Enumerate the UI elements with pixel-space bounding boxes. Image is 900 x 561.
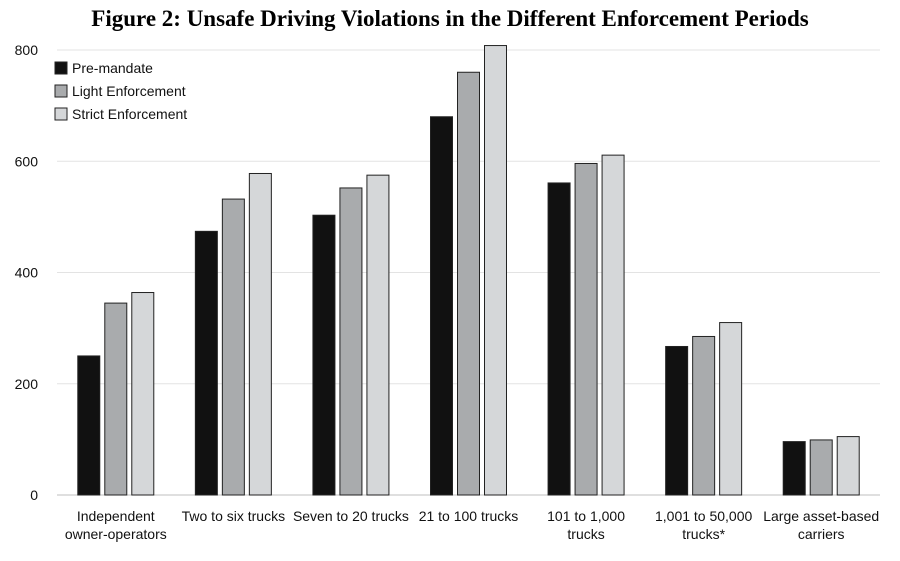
category-labels: Independent owner-operators Two to six tru… — [65, 508, 879, 542]
bar-pre-mandate-5 — [665, 345, 689, 496]
bar-light-enforcement-6 — [809, 439, 833, 496]
y-tick-label: 200 — [15, 376, 39, 392]
category-label-line: 1,001 to 50,000 — [655, 508, 753, 524]
bar-light-enforcement-1 — [221, 198, 245, 496]
category-label: Seven to 20 trucks — [293, 508, 409, 524]
legend-label-1: Light Enforcement — [72, 83, 186, 99]
bars — [77, 45, 860, 496]
legend-label-0: Pre-mandate — [72, 60, 153, 76]
category-label-line: Seven to 20 trucks — [293, 508, 409, 524]
bar-light-enforcement-2 — [339, 187, 363, 496]
bar-strict-enforcement-2 — [366, 174, 390, 496]
bar-light-enforcement-5 — [692, 335, 716, 496]
category-label: Independent owner-operators — [65, 508, 167, 542]
bar-light-enforcement-0 — [104, 302, 128, 496]
bar-strict-enforcement-5 — [719, 322, 743, 496]
chart-title: Figure 2: Unsafe Driving Violations in t… — [91, 6, 809, 31]
bar-strict-enforcement-3 — [484, 45, 507, 496]
legend-swatch-2 — [54, 107, 68, 121]
bar-pre-mandate-3 — [430, 116, 453, 496]
category-label: Large asset-based carriers — [763, 508, 879, 542]
bar-pre-mandate-6 — [782, 441, 806, 496]
y-tick-label: 0 — [30, 487, 38, 503]
legend: Pre-mandate Light Enforcement Strict Enfor… — [54, 60, 187, 122]
y-tick-label: 600 — [15, 153, 39, 169]
category-label-line: Independent — [77, 508, 155, 524]
bar-strict-enforcement-0 — [131, 292, 155, 496]
bar-pre-mandate-0 — [77, 355, 101, 496]
category-label-line: trucks — [567, 526, 604, 542]
y-axis: 0 200 400 600 800 — [15, 42, 39, 503]
bar-strict-enforcement-1 — [248, 172, 272, 496]
legend-label-2: Strict Enforcement — [72, 106, 187, 122]
category-label-line: 101 to 1,000 — [547, 508, 625, 524]
y-tick-label: 400 — [15, 265, 39, 281]
legend-swatch-0 — [54, 61, 68, 75]
category-label: 21 to 100 trucks — [419, 508, 519, 524]
bar-strict-enforcement-4 — [601, 154, 625, 496]
category-label: 101 to 1,000 trucks — [547, 508, 625, 542]
bar-pre-mandate-2 — [312, 214, 336, 496]
category-label: 1,001 to 50,000 trucks* — [655, 508, 753, 542]
bar-pre-mandate-4 — [547, 182, 571, 496]
category-label: Two to six trucks — [182, 508, 285, 524]
category-label-line: trucks* — [682, 526, 725, 542]
bar-light-enforcement-3 — [457, 71, 480, 496]
bar-light-enforcement-4 — [574, 162, 598, 496]
bar-pre-mandate-1 — [194, 230, 218, 496]
y-tick-label: 800 — [15, 42, 39, 58]
category-label-line: owner-operators — [65, 526, 167, 542]
category-label-line: Two to six trucks — [182, 508, 285, 524]
category-label-line: 21 to 100 trucks — [419, 508, 519, 524]
category-label-line: Large asset-based — [763, 508, 879, 524]
category-label-line: carriers — [798, 526, 845, 542]
bar-strict-enforcement-6 — [836, 436, 860, 496]
legend-swatch-1 — [54, 84, 68, 98]
